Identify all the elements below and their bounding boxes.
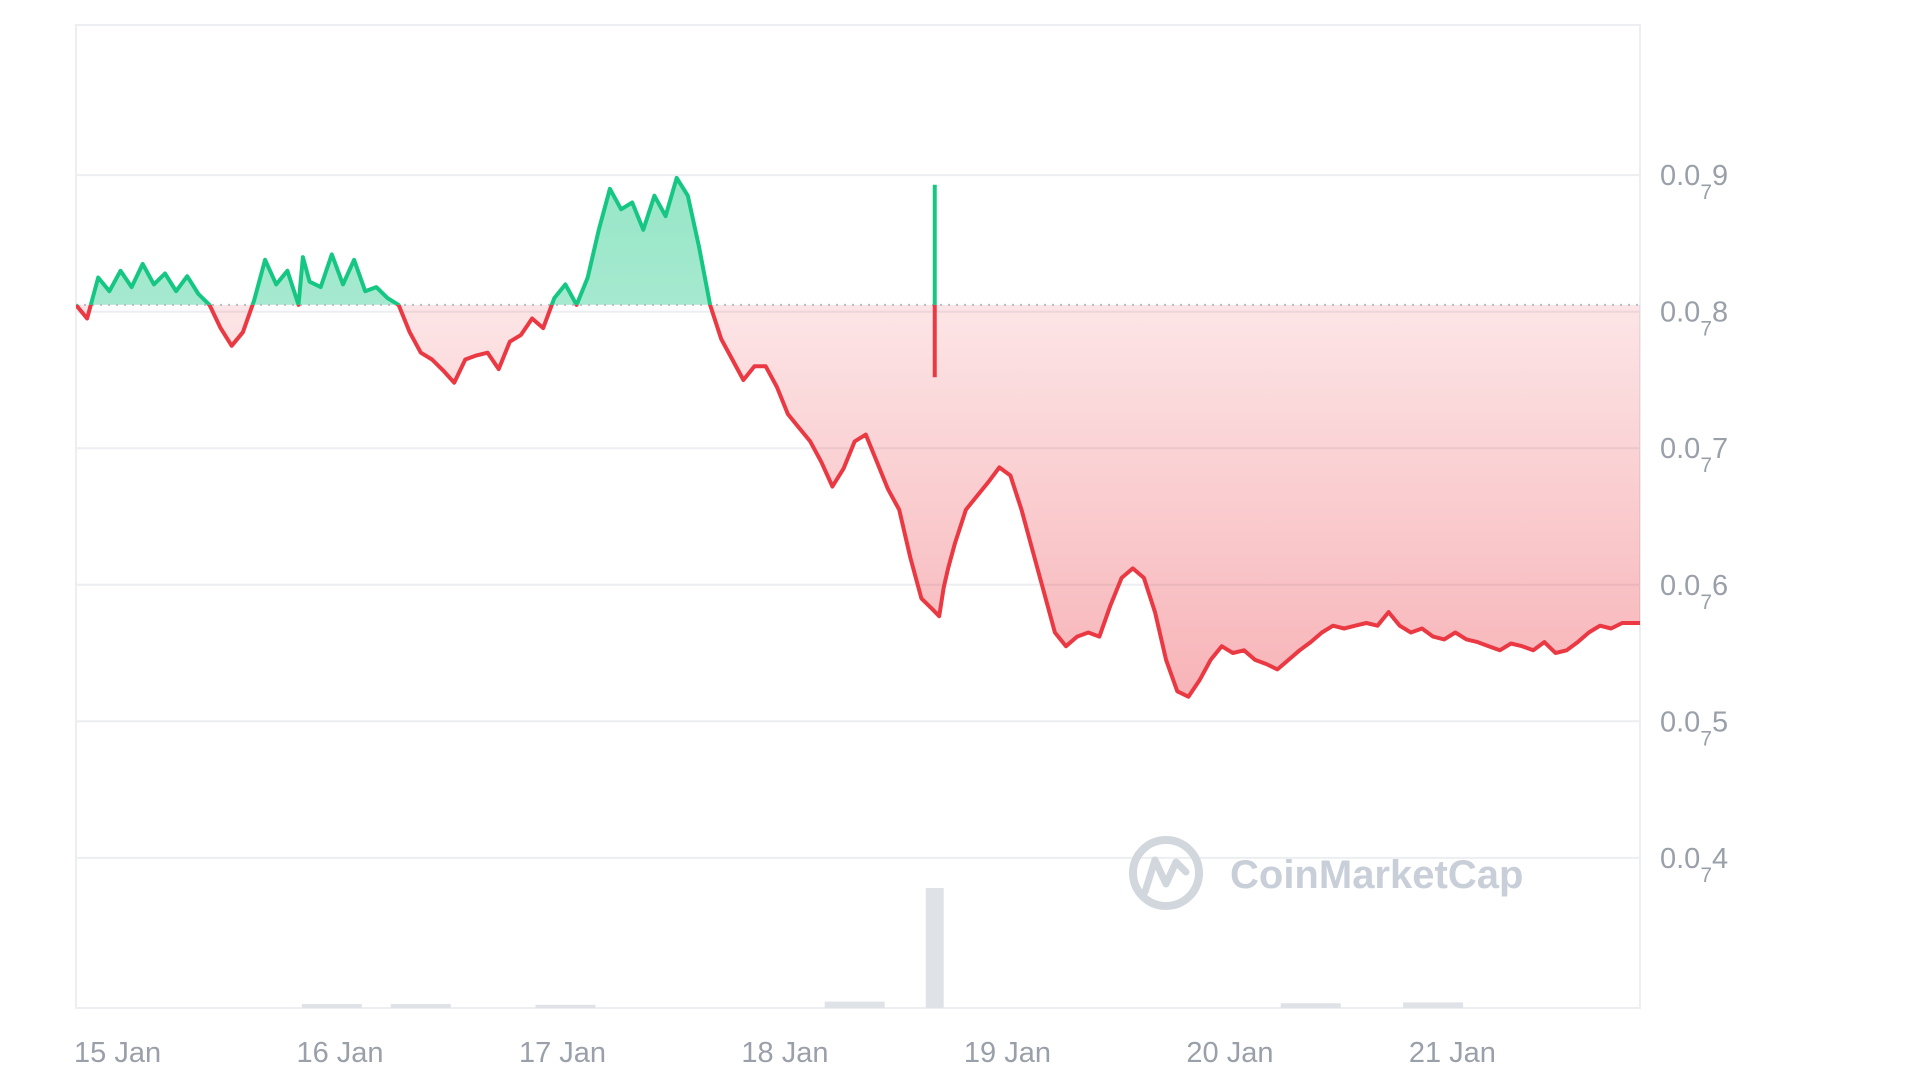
y-tick-label-3: 0.076 — [1660, 570, 1728, 614]
x-tick-label-0: 15 Jan — [74, 1037, 161, 1069]
x-tick-label-4: 19 Jan — [964, 1037, 1051, 1069]
volume-bar-2 — [535, 1004, 596, 1008]
coinmarketcap-watermark: CoinMarketCap — [1129, 836, 1523, 910]
volume-bar-0 — [301, 1004, 362, 1008]
y-axis-ticks: 0.079 0.078 0.077 0.076 0.075 0.074 — [1660, 160, 1728, 887]
y-tick-label-1: 0.078 — [1660, 297, 1728, 341]
price-line-down — [76, 304, 1640, 699]
volume-bar-4 — [925, 888, 944, 1008]
coinmarketcap-logo-icon-mark — [1141, 856, 1190, 896]
y-tick-label-2: 0.077 — [1660, 433, 1728, 477]
watermark-text: CoinMarketCap — [1230, 853, 1523, 897]
x-tick-label-6: 21 Jan — [1409, 1037, 1496, 1069]
x-tick-label-2: 17 Jan — [519, 1037, 606, 1069]
y-tick-label-5: 0.074 — [1660, 843, 1728, 887]
volume-bar-1 — [390, 1004, 451, 1008]
area-above-reference — [90, 177, 711, 305]
area-below-reference — [76, 304, 1640, 697]
coinmarketcap-logo-icon — [1129, 836, 1203, 910]
x-tick-label-1: 16 Jan — [296, 1037, 383, 1069]
y-tick-label-0: 0.079 — [1660, 160, 1728, 204]
price-line-up — [76, 175, 713, 305]
price-line — [76, 175, 1640, 699]
volume-bar-5 — [1280, 1003, 1341, 1008]
volume-bars — [301, 888, 1464, 1008]
y-tick-label-4: 0.075 — [1660, 706, 1728, 750]
volume-bar-6 — [1403, 1002, 1464, 1008]
price-area — [76, 177, 1640, 697]
x-tick-label-5: 20 Jan — [1186, 1037, 1273, 1069]
volume-bar-3 — [824, 1001, 885, 1008]
x-axis-ticks: 15 Jan 16 Jan 17 Jan 18 Jan 19 Jan 20 Jan 21 J… — [74, 1037, 1496, 1069]
x-tick-label-3: 18 Jan — [741, 1037, 828, 1069]
